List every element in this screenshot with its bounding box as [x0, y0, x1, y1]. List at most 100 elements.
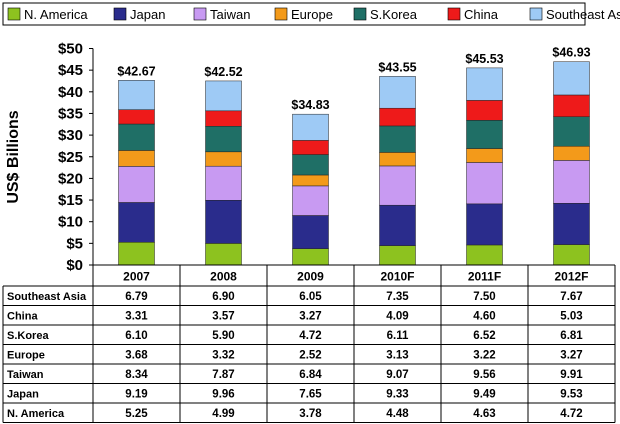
bar-segment [205, 243, 242, 266]
bar-segment [553, 244, 590, 266]
bar-segment [553, 94, 590, 117]
table-cell: 3.31 [125, 311, 148, 323]
table-cell: 7.87 [212, 369, 234, 381]
table-cell: 5.90 [212, 330, 234, 342]
bar-segment [205, 200, 242, 244]
table-cell: 2.52 [299, 350, 321, 362]
table-cell: 3.27 [560, 350, 582, 362]
table-row-label: Southeast Asia [7, 291, 87, 303]
y-axis-label: US$ Billions [5, 110, 22, 203]
table-cell: 3.13 [386, 350, 408, 362]
legend-swatch [353, 7, 367, 21]
bar-segment [118, 123, 155, 151]
bar-segment [466, 100, 503, 121]
bar-segment [118, 202, 155, 243]
bar-segment [466, 120, 503, 149]
y-axis: $0 $5 $10 $15 $20 $25 $30 $35 $40 $45 $50 US$ Billi… [5, 41, 94, 274]
table-row-label: China [7, 311, 38, 323]
legend-label: Taiwan [210, 7, 250, 22]
bar-segment [118, 166, 155, 203]
y-tick-label: $30 [58, 127, 83, 144]
total-labels: $42.67 $42.52 $34.83 $43.55 $45.53 $46.93 [117, 46, 590, 112]
bar-segment [379, 245, 416, 266]
data-table: 2007 2008 2009 2010F 2011F 2012F Southeast Asi… [2, 264, 616, 423]
table-cell: 3.68 [125, 350, 148, 362]
legend-swatch [447, 7, 461, 21]
table-cell: 9.19 [125, 389, 147, 401]
bar-segment [118, 80, 155, 110]
bar-segment [205, 165, 242, 201]
table-cell: 4.72 [560, 408, 582, 420]
bar-segment [292, 154, 329, 176]
bars [118, 61, 590, 266]
y-tick-label: $45 [58, 62, 83, 79]
legend-label: S.Korea [370, 7, 418, 22]
table-cell: 9.96 [212, 389, 234, 401]
bar-segment [205, 126, 242, 153]
bar-segment [553, 145, 590, 161]
bar-total-label: $34.83 [291, 98, 329, 112]
table-cell: 3.78 [299, 408, 322, 420]
y-tick-label: $40 [58, 84, 83, 101]
table-cell: 6.52 [473, 330, 495, 342]
legend-swatch [193, 7, 207, 21]
table-cell: 4.63 [473, 408, 495, 420]
bar-segment [379, 152, 416, 167]
bar-segment [292, 113, 329, 141]
table-cell: 8.34 [125, 369, 148, 381]
legend-label: Southeast Asia [546, 7, 620, 22]
table-cell: 9.53 [560, 389, 582, 401]
legend-swatch [7, 7, 21, 21]
bar-total-label: $45.53 [465, 52, 503, 66]
bar-segment [553, 203, 590, 245]
table-cell: 7.65 [299, 389, 322, 401]
table-cell: 9.49 [473, 389, 495, 401]
legend-box [2, 2, 586, 26]
category-label: 2011F [468, 270, 501, 284]
bar-segment [205, 151, 242, 167]
table-cell: 6.84 [299, 369, 322, 381]
bar-segment [553, 160, 590, 204]
category-label: 2008 [210, 270, 237, 284]
y-tick-label: $0 [66, 257, 83, 274]
table-cell: 4.48 [386, 408, 409, 420]
table-cell: 7.35 [386, 291, 409, 303]
table-row-label: Europe [7, 350, 45, 362]
legend-label: N. America [24, 7, 88, 22]
legend-swatch [529, 7, 543, 21]
bar-segment [379, 76, 416, 109]
table-cell: 4.60 [473, 311, 495, 323]
table-cell: 5.25 [125, 408, 148, 420]
bar-segment [292, 185, 329, 216]
y-tick-label: $25 [58, 149, 83, 166]
category-label: 2012F [554, 270, 588, 284]
table-cell: 3.57 [212, 311, 234, 323]
table-row-label: Taiwan [7, 369, 44, 381]
bar-segment [553, 61, 590, 96]
bar-segment [292, 215, 329, 249]
legend-label: Europe [291, 7, 333, 22]
bar-segment [292, 248, 329, 266]
bar-segment [205, 110, 242, 127]
bar-segment [379, 204, 416, 246]
table-cell: 6.05 [299, 291, 322, 303]
table-cell: 4.72 [299, 330, 321, 342]
legend-label: China [464, 7, 499, 22]
table-cell: 6.11 [387, 330, 409, 342]
bar-segment [466, 67, 503, 101]
bar-segment [118, 150, 155, 167]
bar-segment [118, 242, 155, 266]
table-cell: 9.33 [386, 389, 408, 401]
table-cell: 9.07 [386, 369, 408, 381]
table-cell: 6.90 [212, 291, 234, 303]
category-label: 2009 [297, 270, 324, 284]
bar-segment [292, 140, 329, 155]
y-tick-label: $5 [66, 235, 83, 252]
table-cell: 5.03 [560, 311, 582, 323]
bar-total-label: $43.55 [378, 60, 416, 74]
bar-total-label: $46.93 [552, 46, 590, 60]
y-tick-label: $20 [58, 170, 83, 187]
y-tick-label: $35 [58, 105, 83, 122]
bar-segment [205, 80, 242, 112]
